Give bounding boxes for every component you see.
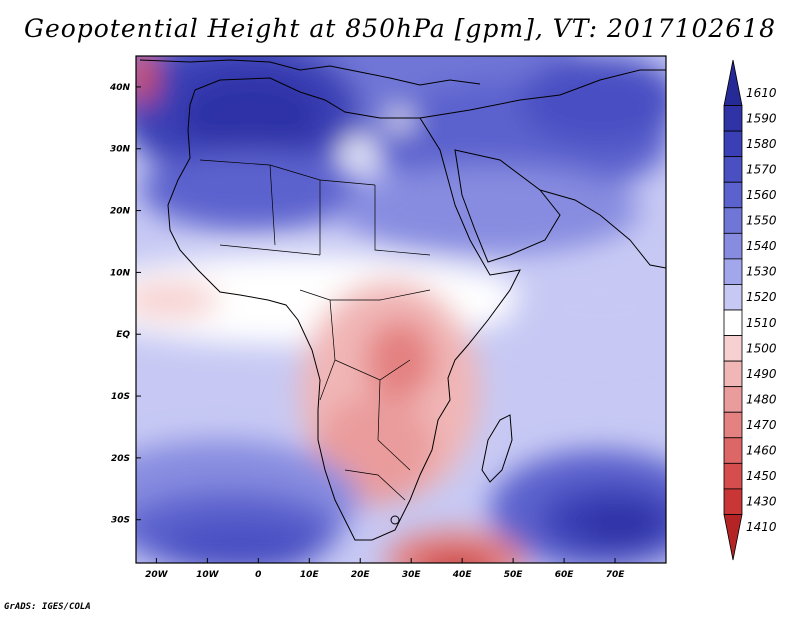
- colorbar-swatch: [723, 360, 743, 388]
- country-borders: [199, 159, 431, 501]
- lon-tick-label: 10W: [196, 570, 220, 580]
- lat-tick-label: 30N: [110, 145, 131, 155]
- africa-coastline: [167, 77, 521, 541]
- lon-tick-label: 20E: [351, 570, 371, 580]
- map-title: Geopotential Height at 850hPa [gpm], VT:…: [23, 14, 777, 43]
- lat-tick-label: 10N: [110, 268, 131, 278]
- colorbar-label: 1430: [746, 495, 777, 509]
- colorbar-label: 1580: [746, 137, 777, 151]
- madagascar-outline: [481, 414, 513, 483]
- colorbar-label: 1480: [746, 392, 777, 406]
- colorbar-swatch: [723, 488, 743, 515]
- colorbar-swatch: [723, 181, 743, 209]
- longitude-axis: 20W 10W 0 10E 20E 30E 40E 50E 60E 70E: [145, 558, 625, 580]
- colorbar-swatch: [723, 130, 743, 158]
- colorbar-label: 1470: [746, 418, 777, 432]
- colorbar-swatch: [723, 232, 743, 260]
- geopotential-height-field: [136, 56, 666, 563]
- colorbar-swatch: [723, 258, 743, 285]
- lat-tick-label: 20N: [110, 207, 131, 217]
- colorbar-label: 1540: [746, 239, 777, 253]
- arabian-peninsula-outline: [454, 149, 561, 263]
- colorbar: 1610 1590 1580 1570 1560 1550 1540 1530 1520 1510…: [723, 59, 777, 561]
- colorbar-swatch: [723, 335, 743, 362]
- europe-coastline: [139, 59, 481, 86]
- lat-tick-label: 10S: [111, 392, 130, 402]
- lon-tick-label: 70E: [606, 570, 626, 580]
- grads-credit: GrADS: IGES/COLA: [4, 602, 91, 612]
- asia-coastline: [419, 69, 666, 269]
- colorbar-swatch: [723, 514, 743, 561]
- lon-tick-label: 20W: [145, 570, 169, 580]
- colorbar-swatch: [723, 156, 743, 183]
- colorbar-label: 1570: [746, 162, 777, 176]
- lon-tick-label: 60E: [555, 570, 575, 580]
- colorbar-swatch: [723, 411, 743, 439]
- lon-tick-label: 0: [255, 570, 261, 580]
- colorbar-label: 1510: [746, 316, 777, 330]
- colorbar-label: 1490: [746, 367, 777, 381]
- colorbar-label: 1520: [746, 290, 777, 304]
- colorbar-label: 1590: [746, 111, 777, 125]
- coastlines: [139, 59, 666, 541]
- colorbar-swatch: [723, 386, 743, 413]
- colorbar-swatch: [723, 309, 743, 336]
- colorbar-label: 1560: [746, 188, 777, 202]
- lon-tick-label: 40E: [452, 570, 473, 580]
- colorbar-label: 1460: [746, 444, 777, 458]
- colorbar-label: 1530: [746, 265, 777, 279]
- colorbar-swatch: [723, 437, 743, 464]
- lesotho-outline: [390, 515, 400, 525]
- lon-tick-label: 30E: [402, 570, 422, 580]
- colorbar-swatch: [723, 284, 743, 311]
- lat-tick-label: 30S: [111, 516, 130, 526]
- colorbar-label: 1500: [746, 341, 777, 355]
- colorbar-label: 1410: [746, 520, 777, 534]
- lon-tick-label: 10E: [300, 570, 320, 580]
- latitude-axis: 40N 30N 20N 10N EQ 10S 20S 30S: [109, 83, 141, 526]
- colorbar-swatch: [723, 105, 743, 132]
- colorbar-label: 1450: [746, 469, 777, 483]
- lat-tick-label: EQ: [116, 330, 130, 340]
- colorbar-label: 1610: [746, 86, 777, 100]
- colorbar-swatch: [723, 207, 743, 234]
- lon-tick-label: 50E: [504, 570, 524, 580]
- lat-tick-label: 40N: [109, 83, 131, 93]
- colorbar-swatch: [723, 462, 743, 490]
- lat-tick-label: 20S: [111, 454, 130, 464]
- colorbar-label: 1550: [746, 214, 777, 228]
- colorbar-swatch: [723, 59, 743, 106]
- map-frame: [135, 55, 667, 564]
